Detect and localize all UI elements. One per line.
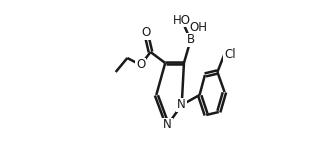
Text: HO: HO <box>173 14 191 27</box>
Text: O: O <box>136 59 145 72</box>
Text: N: N <box>163 118 172 132</box>
Text: O: O <box>141 27 151 39</box>
Text: OH: OH <box>190 21 208 35</box>
Text: B: B <box>187 34 195 46</box>
Text: N: N <box>177 98 186 111</box>
Text: Cl: Cl <box>224 49 236 62</box>
